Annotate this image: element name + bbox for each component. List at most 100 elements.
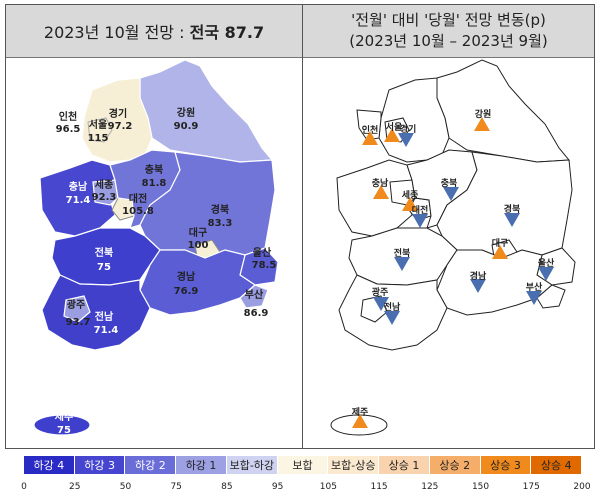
change-marker-up [373, 185, 389, 199]
region-sejong [92, 179, 119, 206]
change-marker-up [352, 414, 368, 428]
label-sejong-name: 세종 [95, 178, 113, 191]
label-incheon-value: 96.5 [56, 124, 81, 135]
legend-item: 상승 2 [429, 456, 481, 474]
rlabel-daejeon: 대전 [412, 204, 429, 216]
rlabel-gwangju: 광주 [372, 286, 389, 298]
change-marker-down [443, 187, 459, 201]
label-gyeonggi-value: 97.2 [108, 121, 133, 132]
legend-tick: 175 [522, 482, 540, 492]
legend-item: 보합-상승 [328, 456, 380, 474]
label-chungbuk-name: 충북 [145, 163, 163, 176]
label-gyeongbuk-value: 83.3 [208, 218, 233, 229]
label-gangwon-name: 강원 [177, 106, 195, 119]
legend-item: 상승 3 [480, 456, 532, 474]
label-gwangju-value: 93.7 [66, 317, 91, 328]
legend-tick: 105 [319, 482, 337, 492]
right-map [330, 59, 576, 436]
legend-tick: 75 [170, 482, 182, 492]
change-marker-down [384, 311, 400, 325]
label-gyeongnam-name: 경남 [177, 270, 196, 283]
rlabel-busan: 부산 [526, 281, 543, 293]
rlabel-gangwon: 강원 [475, 108, 492, 120]
label-chungnam-name: 충남 [69, 180, 88, 193]
label-jeju-value: 75 [57, 425, 71, 436]
label-seoul-value: 115 [88, 133, 109, 144]
change-marker-up [402, 197, 418, 211]
label-ulsan-name: 울산 [253, 246, 272, 259]
legend-item: 하강 1 [176, 456, 227, 474]
legend-tick: 95 [271, 482, 284, 492]
panel-divider [302, 4, 303, 449]
legend-tick: 25 [68, 482, 81, 492]
rlabel-ulsan: 울산 [538, 257, 555, 269]
label-jeonnam-value: 71.4 [94, 325, 119, 336]
left-title-prefix: 2023년 10월 전망 : [43, 23, 190, 42]
label-chungnam-value: 71.4 [66, 195, 91, 206]
label-gangwon-value: 90.9 [174, 121, 199, 132]
legend-item: 하강 2 [125, 456, 177, 474]
region-seoul [87, 117, 113, 143]
change-markers [352, 117, 554, 428]
region-gwangju [63, 295, 91, 323]
region-gyeongnam [139, 249, 256, 316]
legend-item: 하강 4 [24, 456, 75, 474]
legend-tick: 85 [221, 482, 233, 492]
region-busan [239, 284, 269, 309]
legend-item: 상승 1 [379, 456, 430, 474]
label-daejeon-name: 대전 [129, 192, 147, 205]
rlabel-sejong: 세종 [402, 189, 419, 201]
rlabel-chungnam: 충남 [372, 177, 389, 189]
legend-tick: 125 [421, 482, 439, 492]
right-title-line1: '전월' 대비 '당월' 전망 변동(p) [351, 11, 546, 29]
rlabel-gyeonggi: 경기 [400, 123, 417, 135]
rlabel-gyeongbuk: 경북 [504, 203, 521, 215]
left-panel-title: 2023년 10월 전망 : 전국 87.7 [6, 5, 302, 58]
label-gyeongnam-value: 76.9 [174, 286, 199, 297]
label-daejeon-value: 105.8 [122, 206, 154, 217]
rlabel-seoul: 서울 [386, 121, 403, 133]
left-map-labels: 인천 96.5 서울 115 경기 97.2 강원 90.9 충남 71.4 세… [55, 106, 277, 436]
legend-item: 보합 [277, 456, 329, 474]
label-daegu-name: 대구 [189, 226, 207, 239]
region-incheon [59, 109, 85, 141]
change-marker-up [384, 128, 400, 142]
label-jeonbuk-name: 전북 [95, 246, 113, 259]
label-busan-value: 86.9 [244, 308, 269, 319]
color-legend: 하강 4 하강 3 하강 2 하강 1 보합-하강 보합 보합-상승 상승 1 상승 2 상승 3… [24, 456, 583, 474]
label-jeonbuk-value: 75 [97, 262, 111, 273]
label-gyeonggi-name: 경기 [109, 107, 127, 120]
change-marker-down [538, 267, 554, 281]
rlabel-incheon: 인천 [362, 125, 379, 136]
rlabel-daegu: 대구 [492, 237, 509, 249]
right-map-labels: 인천 서울 경기 강원 충남 세종 대전 충북 경북 대구 전북 울산 경남 부… [352, 108, 555, 418]
region-chungnam [39, 159, 116, 237]
legend-tick: 50 [119, 482, 132, 492]
legend-item: 하강 3 [74, 456, 126, 474]
change-marker-up [362, 131, 378, 145]
change-marker-down [373, 297, 389, 311]
legend-tick: 150 [471, 482, 490, 492]
change-marker-up [474, 117, 490, 131]
label-sejong-value: 92.3 [92, 192, 117, 203]
label-jeju-name: 제주 [55, 410, 73, 423]
legend-item: 상승 4 [531, 456, 583, 474]
label-jeonnam-name: 전남 [95, 310, 114, 323]
rlabel-jeonnam: 전남 [384, 301, 401, 313]
right-title-line2: (2023년 10월 – 2023년 9월) [349, 32, 548, 50]
rlabel-jeonbuk: 전북 [394, 247, 411, 259]
legend-tick: 200 [573, 482, 591, 492]
label-busan-name: 부산 [245, 288, 264, 301]
label-ulsan-value: 78.5 [252, 260, 277, 271]
label-gwangju-name: 광주 [67, 299, 85, 311]
change-marker-down [504, 213, 520, 227]
rlabel-gyeongnam: 경남 [470, 270, 487, 282]
legend-item: 보합-하강 [226, 456, 278, 474]
change-marker-down [412, 214, 428, 228]
label-chungbuk-value: 81.8 [142, 178, 167, 189]
rlabel-chungbuk: 충북 [441, 177, 458, 189]
legend-ticks: 0 25 50 75 85 95 105 115 125 150 175 200 [0, 482, 600, 496]
left-title-national: 전국 87.7 [189, 23, 265, 42]
region-jeonnam [41, 274, 151, 351]
